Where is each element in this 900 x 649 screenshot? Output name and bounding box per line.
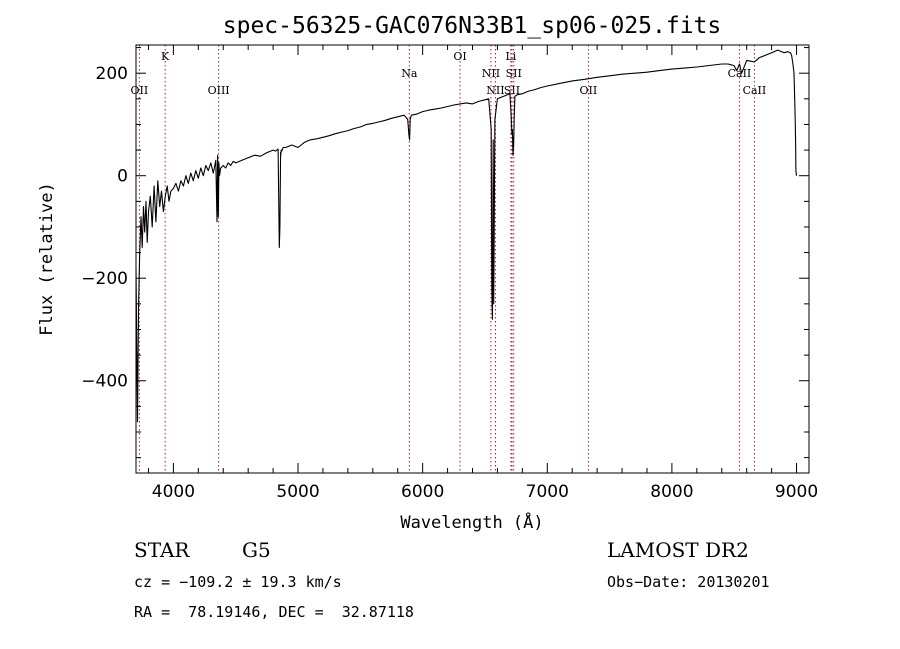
redshift-velocity: cz = −109.2 ± 19.3 km/s (134, 573, 342, 591)
y-tick-label: 0 (117, 167, 128, 187)
object-subclass: G5 (242, 538, 271, 562)
y-axis-label: Flux (relative) (37, 182, 57, 336)
object-class: STAR (134, 538, 190, 562)
marker-label: OI (453, 50, 466, 63)
marker-label: NII (482, 67, 500, 80)
spectrum-line (135, 49, 798, 423)
observation-date: Obs−Date: 20130201 (607, 573, 770, 591)
y-axis: −400 −200 0 200 (81, 47, 809, 459)
y-tick-label: −400 (81, 372, 128, 392)
x-tick-label: 8000 (650, 482, 693, 502)
sky-coordinates: RA = 78.19146, DEC = 32.87118 (134, 603, 414, 621)
marker-label: SII (504, 84, 520, 97)
x-tick-label: 4000 (152, 482, 195, 502)
plot-frame (135, 44, 810, 474)
chart-title: spec-56325-GAC076N33B1_sp06-025.fits (223, 13, 722, 39)
x-axis: 4000 5000 6000 7000 8000 9000 (147, 45, 818, 502)
marker-label: Na (401, 67, 418, 80)
x-tick-label: 7000 (526, 482, 569, 502)
marker-label: OII (580, 84, 598, 97)
marker-label: CaII (743, 84, 767, 97)
x-tick-label: 5000 (276, 482, 319, 502)
x-axis-label: Wavelength (Å) (400, 511, 543, 533)
marker-group: OII K OIII Na OI NII NII Li SII SII OII CaII CaII (131, 45, 767, 473)
y-tick-label: 200 (96, 64, 128, 84)
marker-label: Li (505, 50, 516, 63)
marker-label: K (161, 50, 170, 63)
x-tick-label: 9000 (775, 482, 818, 502)
x-tick-label: 6000 (401, 482, 444, 502)
marker-label: SII (506, 67, 522, 80)
marker-label: CaII (728, 67, 752, 80)
marker-label: OIII (208, 84, 230, 97)
marker-label: NII (486, 84, 504, 97)
survey-name: LAMOST DR2 (607, 538, 749, 562)
marker-label: OII (131, 84, 149, 97)
y-tick-label: −200 (81, 269, 128, 289)
